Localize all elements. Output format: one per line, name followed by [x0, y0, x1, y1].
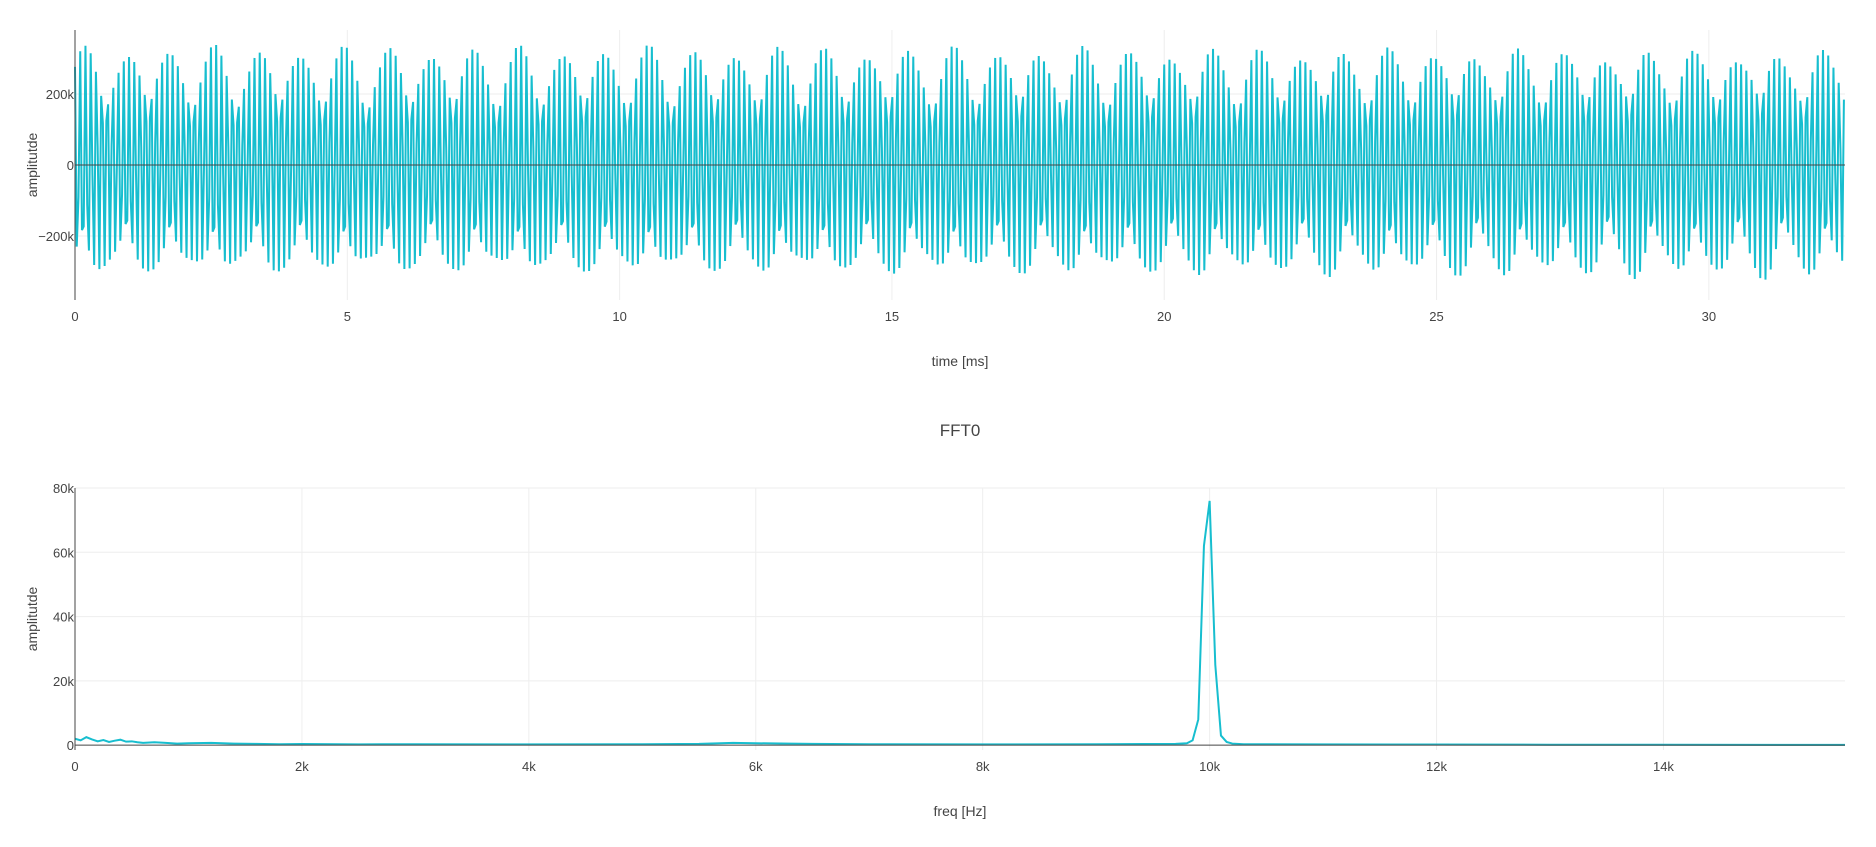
fft-x-tick-label: 0 — [71, 759, 78, 774]
fft-y-tick-label: 60k — [53, 545, 74, 560]
fft-y-tick-label: 80k — [53, 481, 74, 496]
time-signal-trace[interactable] — [74, 45, 1845, 280]
fft-chart-title: FFT0 — [940, 421, 981, 440]
time-x-tick-label: 30 — [1702, 309, 1716, 324]
fft-x-tick-label: 6k — [749, 759, 763, 774]
fft-x-tick-label: 12k — [1426, 759, 1447, 774]
fft-x-axis-label: freq [Hz] — [934, 803, 987, 819]
time-x-axis-label: time [ms] — [932, 353, 989, 369]
time-y-tick-label: −200k — [38, 229, 74, 244]
time-y-tick-label: 200k — [46, 87, 75, 102]
fft-y-tick-label: 0 — [67, 738, 74, 753]
time-x-tick-label: 0 — [71, 309, 78, 324]
fft-x-tick-label: 2k — [295, 759, 309, 774]
time-x-ticks: 0 5 10 15 20 25 30 — [71, 309, 1716, 324]
time-domain-plot: 0 5 10 15 20 25 30 200k 0 −200k time [ms] amplit… — [24, 30, 1845, 369]
time-x-tick-label: 5 — [344, 309, 351, 324]
fft-x-ticks: 0 2k 4k 6k 8k 10k 12k 14k — [71, 759, 1674, 774]
fft-plot: FFT0 0 2k 4k 6k 8k 10k 12k 14k 0 20k 40k 60k 80k fr… — [24, 421, 1845, 819]
fft-x-tick-label: 8k — [976, 759, 990, 774]
time-x-tick-label: 25 — [1429, 309, 1443, 324]
fft-y-tick-label: 40k — [53, 610, 74, 625]
time-y-ticks: 200k 0 −200k — [38, 87, 74, 244]
fft-gridlines — [75, 487, 1845, 750]
time-x-tick-label: 20 — [1157, 309, 1171, 324]
fft-spectrum-trace[interactable] — [74, 500, 1845, 746]
time-y-tick-label: 0 — [67, 158, 74, 173]
fft-x-tick-label: 10k — [1199, 759, 1220, 774]
time-x-tick-label: 15 — [885, 309, 899, 324]
fft-x-tick-label: 4k — [522, 759, 536, 774]
time-x-tick-label: 10 — [612, 309, 626, 324]
fft-y-tick-label: 20k — [53, 674, 74, 689]
fft-y-ticks: 0 20k 40k 60k 80k — [53, 481, 74, 753]
fft-x-tick-label: 14k — [1653, 759, 1674, 774]
time-y-axis-label: amplitutde — [24, 132, 40, 197]
fft-y-axis-label: amplitutde — [24, 586, 40, 651]
